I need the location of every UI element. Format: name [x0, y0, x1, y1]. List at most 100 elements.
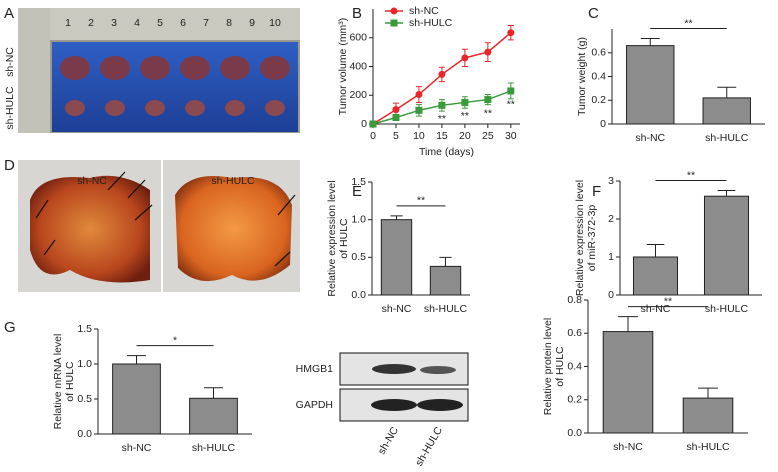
y-axis-label: of miR-372-3p	[586, 205, 598, 272]
significance-label: *	[173, 334, 177, 346]
point-label: **	[484, 107, 492, 119]
y-axis-label: of HULC	[338, 218, 350, 259]
y-tick-label: 1.5	[351, 176, 366, 188]
photo-d	[18, 160, 300, 292]
ruler-number: 1	[65, 17, 71, 29]
tumor	[185, 100, 205, 116]
y-tick-label: 1.0	[77, 358, 92, 370]
ruler-number: 3	[111, 17, 117, 29]
y-tick-label: 0.5	[351, 251, 366, 263]
panel-label: C	[588, 5, 599, 22]
y-axis-label: Tumor volume (mm³)	[337, 18, 349, 116]
y-axis-label: Tumor weight (g)	[576, 37, 588, 116]
point-label: **	[461, 110, 469, 122]
y-tick-label: 0.0	[567, 427, 582, 439]
y-tick-label: 1.5	[77, 323, 92, 335]
y-tick-label: 600	[349, 32, 367, 44]
marker	[438, 101, 446, 109]
y-tick-label: 0.5	[77, 393, 92, 405]
bar	[380, 219, 413, 296]
x-tick-label: sh-HULC	[705, 132, 749, 144]
ruler-number: 9	[249, 17, 255, 29]
point-label: **	[507, 99, 515, 111]
tumor	[260, 56, 290, 80]
significance-label: **	[687, 169, 695, 181]
marker	[484, 96, 492, 104]
error-bar	[640, 38, 660, 46]
x-tick-label: sh-HULC	[192, 442, 236, 454]
tumor	[225, 100, 245, 116]
error-bar	[717, 190, 736, 197]
ruler-number: 10	[269, 17, 281, 29]
x-tick-label: sh-NC	[613, 441, 643, 453]
marker	[507, 87, 515, 95]
x-tick-label: 15	[436, 130, 448, 142]
bar	[189, 397, 238, 435]
y-axis-label: of HULC	[64, 361, 76, 402]
marker	[392, 114, 400, 122]
y-tick-label: 200	[349, 89, 367, 101]
error-bar	[390, 215, 403, 220]
bar	[112, 363, 161, 435]
marker	[461, 54, 469, 62]
y-tick-label: 0.4	[591, 70, 606, 82]
band	[417, 399, 463, 411]
significance-label: **	[684, 17, 692, 29]
tumor	[140, 56, 170, 80]
y-axis-label: Relative expression level	[574, 180, 586, 296]
tumor	[65, 100, 85, 116]
x-tick-label: sh-NC	[122, 442, 152, 454]
y-tick-label: 0.0	[77, 428, 92, 440]
x-tick-label: 5	[393, 130, 399, 142]
error-bar	[126, 355, 147, 364]
panel-label: G	[4, 319, 16, 336]
y-tick-label: 0.4	[567, 360, 582, 372]
tumor	[220, 56, 250, 80]
blot-lane-label: sh-NC	[376, 425, 401, 457]
legend-label: sh-HULC	[409, 17, 453, 29]
blot-row-label: GAPDH	[296, 399, 333, 411]
bar	[602, 331, 654, 434]
significance-label: **	[664, 295, 672, 307]
ruler-number: 2	[88, 17, 94, 29]
ruler	[18, 8, 300, 40]
x-tick-label: sh-NC	[635, 132, 665, 144]
x-tick-label: sh-HULC	[424, 303, 468, 315]
error-bar	[698, 387, 718, 399]
marker	[415, 91, 423, 99]
lung	[30, 175, 150, 283]
lung	[175, 176, 292, 282]
tumor	[100, 56, 130, 80]
marker	[438, 70, 446, 78]
tumor	[180, 56, 210, 80]
x-tick-label: sh-HULC	[686, 441, 730, 453]
photo-label: sh-HULC	[211, 175, 255, 187]
x-tick-label: 25	[482, 130, 494, 142]
row-label: sh-NC	[4, 47, 16, 77]
band	[371, 399, 417, 411]
y-axis-label: Relative protein level	[542, 318, 554, 415]
ruler-number: 7	[203, 17, 209, 29]
x-tick-label: 0	[370, 130, 376, 142]
marker	[392, 106, 400, 114]
panel-label: A	[4, 5, 14, 22]
significance-label: **	[417, 195, 425, 207]
marker	[484, 48, 492, 56]
y-tick-label: 0.0	[351, 289, 366, 301]
blot-lane-label: sh-HULC	[413, 425, 445, 469]
panel-label: E	[352, 183, 362, 200]
arrows	[35, 171, 296, 267]
y-tick-label: 0	[600, 118, 606, 130]
y-tick-label: 0	[361, 118, 367, 130]
ruler-number: 4	[134, 17, 140, 29]
row-label: sh-HULC	[4, 86, 16, 130]
y-tick-label: 2	[608, 213, 614, 225]
tumor	[60, 56, 90, 80]
photo-a	[18, 8, 300, 133]
panel-label: D	[4, 157, 15, 174]
y-tick-label: 0.2	[567, 394, 582, 406]
y-tick-label: 0.2	[591, 94, 606, 106]
x-tick-label: sh-NC	[382, 303, 412, 315]
y-tick-label: 3	[608, 175, 614, 187]
